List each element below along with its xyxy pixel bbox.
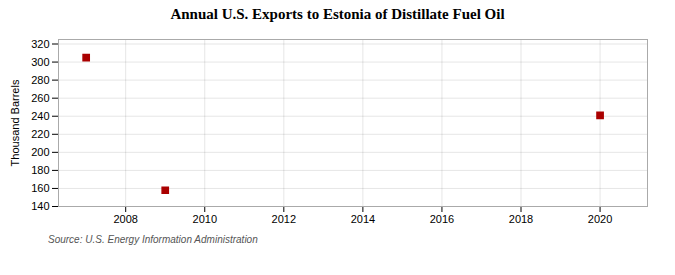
svg-text:300: 300: [31, 56, 49, 68]
svg-text:320: 320: [31, 38, 49, 50]
svg-text:2012: 2012: [272, 213, 296, 225]
svg-text:2010: 2010: [193, 213, 217, 225]
svg-text:2020: 2020: [588, 213, 612, 225]
svg-text:Thousand Barrels: Thousand Barrels: [9, 79, 21, 166]
svg-text:240: 240: [31, 110, 49, 122]
svg-text:2008: 2008: [113, 213, 137, 225]
svg-text:140: 140: [31, 200, 49, 212]
svg-text:260: 260: [31, 92, 49, 104]
svg-text:180: 180: [31, 164, 49, 176]
svg-text:280: 280: [31, 74, 49, 86]
svg-text:220: 220: [31, 128, 49, 140]
html-text:Annual U.S. Exports to Estonia: Annual U.S. Exports to Estonia of Distil…: [170, 6, 505, 22]
svg-text:200: 200: [31, 146, 49, 158]
svg-text:2016: 2016: [430, 213, 454, 225]
svg-text:160: 160: [31, 182, 49, 194]
svg-text:2018: 2018: [509, 213, 533, 225]
html-text:Source: U.S. Energy Informatio: Source: U.S. Energy Information Administ…: [48, 234, 258, 245]
svg-text:2014: 2014: [351, 213, 375, 225]
